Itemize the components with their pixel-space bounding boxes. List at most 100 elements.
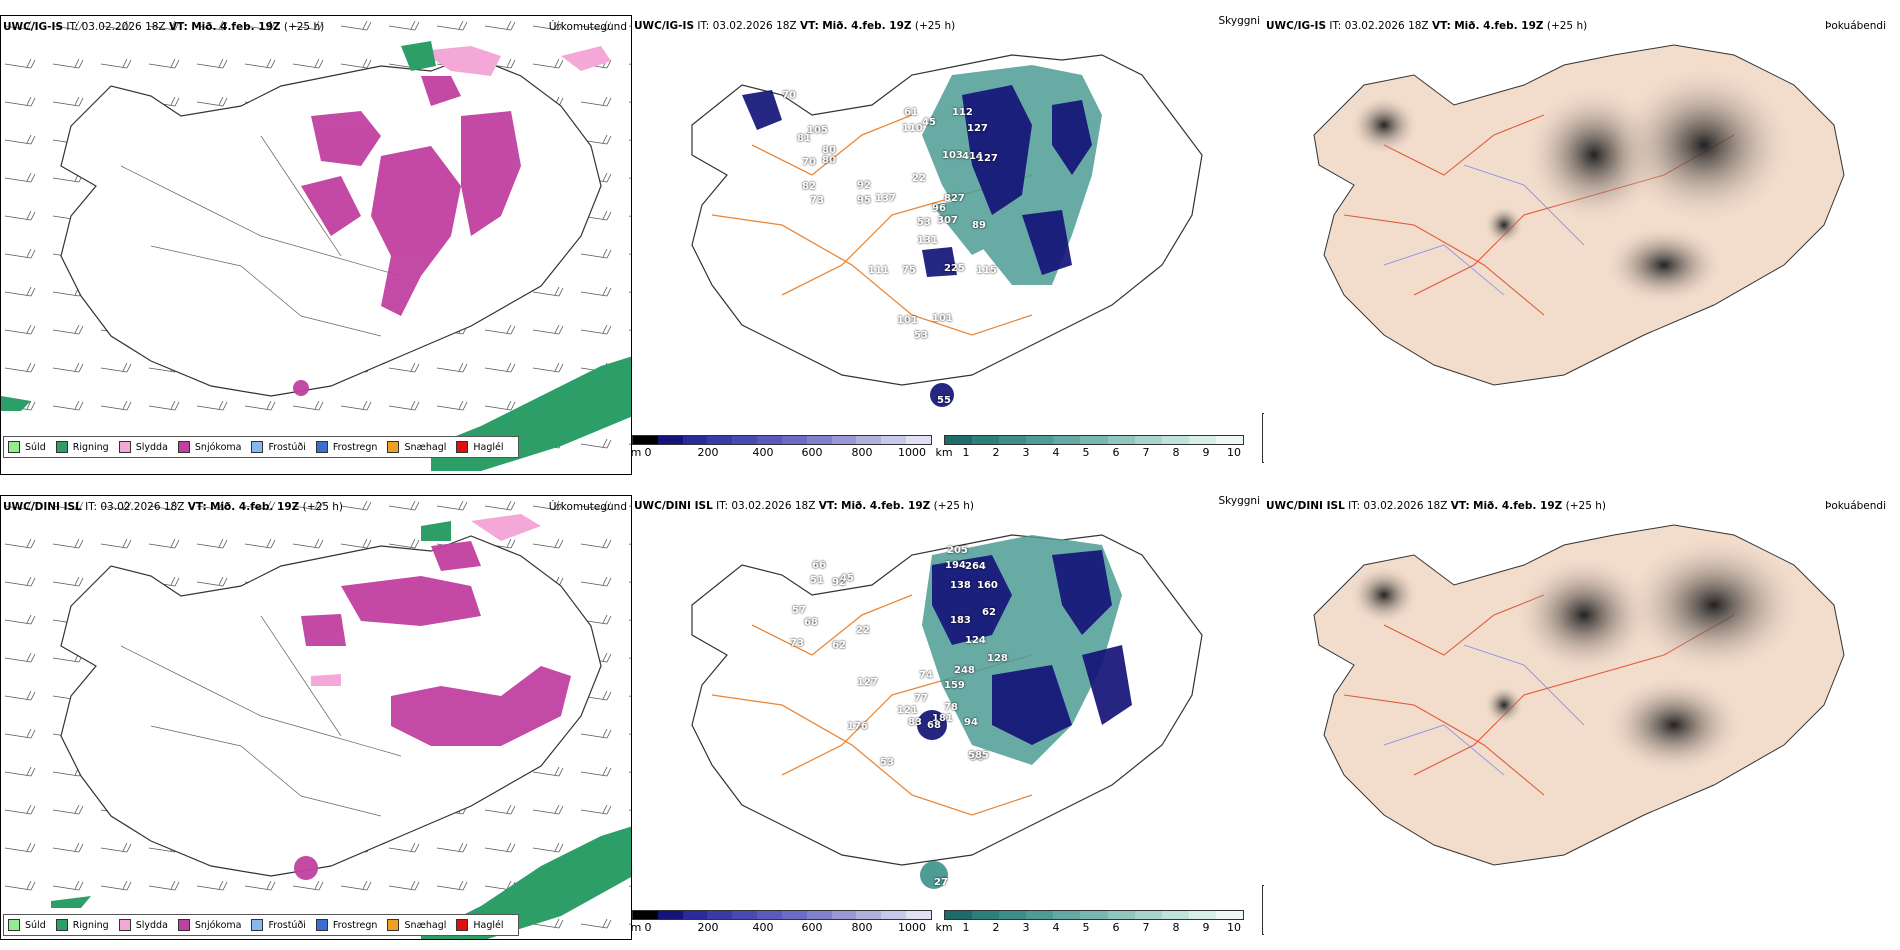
model-name: UWC/DINI ISL	[634, 500, 713, 512]
visibility-marker: 128	[987, 653, 1008, 664]
visibility-marker: 96	[932, 203, 946, 214]
legend-label: Frostregn	[332, 441, 378, 453]
tick: 200	[697, 446, 719, 459]
model-name: UWC/IG-IS	[634, 20, 695, 32]
visibility-colorbar-cells	[944, 435, 1244, 445]
legend-item: Snæhagl	[387, 919, 446, 931]
visibility-marker: 414	[962, 151, 983, 162]
legend-item: Frostregn	[315, 441, 378, 453]
iceland-visibility-map-top	[691, 54, 1203, 407]
visibility-marker: 585	[968, 750, 989, 761]
legend-swatch	[177, 441, 190, 453]
lead-time: (+25 h)	[302, 501, 343, 513]
model-name: UWC/DINI ISL	[1266, 500, 1345, 512]
lead-time: (+25 h)	[914, 20, 956, 32]
iceland-fog-map-top	[1313, 44, 1845, 386]
legend-item: Haglél	[456, 919, 504, 931]
visibility-marker: 62	[832, 640, 846, 651]
tick: 5	[1082, 446, 1090, 459]
precip-legend: Súld Rigning Slydda Snjókoma Frostúði Fr…	[3, 436, 519, 458]
tick: 600	[801, 446, 823, 459]
legend-swatch	[315, 919, 328, 931]
tick: 800	[851, 921, 873, 934]
tick: 6	[1112, 446, 1120, 459]
visibility-marker: 81	[797, 133, 811, 144]
vt-label: VT:	[1450, 500, 1470, 512]
legend-item: Haglél	[456, 441, 504, 453]
header-top-mid: UWC/IG-IS IT: 03.02.2026 18Z VT: Mið. 4.…	[634, 20, 955, 32]
it-label: IT:	[697, 20, 710, 32]
visibility-ticks: km 1 2 3 4 5 6 7 8 9 10	[935, 446, 1244, 460]
visibility-panel-top: UWC/IG-IS IT: 03.02.2026 18Z VT: Mið. 4.…	[632, 15, 1264, 475]
tick: 9	[1202, 921, 1210, 934]
it-label: IT:	[66, 21, 79, 33]
visibility-marker: 22	[856, 625, 870, 636]
visibility-marker: 105	[807, 125, 828, 136]
it-value: 03.02.2026 18Z	[81, 21, 166, 33]
visibility-marker: 70	[802, 157, 816, 168]
it-value: 03.02.2026 18Z	[1344, 20, 1429, 32]
legend-swatch	[251, 919, 264, 931]
legend-item: Snjókoma	[177, 441, 241, 453]
visibility-marker: 27	[934, 877, 948, 888]
height-colorbar: m 0 200 400 600 800 1000	[632, 435, 932, 465]
tick: 8	[1172, 921, 1180, 934]
visibility-colorbar-cells	[944, 910, 1244, 920]
vt-label: VT:	[1431, 20, 1451, 32]
visibility-marker: 110	[902, 123, 923, 134]
tick: 800	[851, 446, 873, 459]
vt-value: Mið. 4.feb. 19Z	[210, 501, 300, 513]
visibility-marker: 121	[897, 705, 918, 716]
visibility-marker: 73	[790, 638, 804, 649]
precip-type-panel-bottom: UWC/DINI ISL IT: 03.02.2026 18Z VT: Mið.…	[0, 495, 632, 940]
vt-value: Mið. 4.feb. 19Z	[841, 500, 931, 512]
visibility-marker: 80	[822, 155, 836, 166]
tick: 7	[1142, 921, 1150, 934]
legend-swatch	[251, 441, 264, 453]
unit-m: m	[632, 921, 642, 934]
legend-label: Rigning	[72, 919, 109, 931]
tick: 200	[697, 921, 719, 934]
tick: 6	[1112, 921, 1120, 934]
visibility-marker: 225	[944, 263, 965, 274]
visibility-colorbar: km 1 2 3 4 5 6 7 8 9 10	[935, 910, 1244, 940]
header-top-left: UWC/IG-IS IT: 03.02.2026 18Z VT: Mið. 4.…	[3, 21, 324, 33]
tick: 3	[1022, 921, 1030, 934]
visibility-marker: 115	[976, 265, 997, 276]
model-name: UWC/IG-IS	[3, 21, 64, 33]
legend-swatch	[456, 441, 469, 453]
legend-item: Súld	[8, 919, 46, 931]
visibility-marker: 96	[970, 752, 984, 763]
it-value: 03.02.2026 18Z	[100, 501, 185, 513]
fog-panel-top: UWC/IG-IS IT: 03.02.2026 18Z VT: Mið. 4.…	[1264, 15, 1896, 475]
visibility-marker: 92	[832, 577, 846, 588]
legend-label: Snæhagl	[404, 919, 447, 931]
vt-value: Mið. 4.feb. 19Z	[191, 21, 281, 33]
header-top-right: UWC/IG-IS IT: 03.02.2026 18Z VT: Mið. 4.…	[1266, 20, 1587, 32]
visibility-marker: 62	[982, 607, 996, 618]
visibility-marker: 61	[904, 107, 918, 118]
legend-item: Frostúði	[251, 919, 306, 931]
tick: 8	[1172, 446, 1180, 459]
tick: 0	[644, 446, 652, 459]
fog-legend-box: 0 60	[1262, 885, 1264, 935]
visibility-marker: 89	[972, 220, 986, 231]
legend-swatch	[118, 441, 131, 453]
legend-item: Rigning	[55, 441, 109, 453]
visibility-marker: 248	[954, 665, 975, 676]
visibility-marker: 53	[917, 217, 931, 228]
height-ticks: m 0 200 400 600 800 1000	[632, 921, 932, 935]
panel-title: Úrkomutegund	[548, 501, 627, 513]
tick: 3	[1022, 446, 1030, 459]
legend-label: Súld	[25, 919, 46, 931]
visibility-marker: 131	[917, 235, 938, 246]
it-value: 03.02.2026 18Z	[712, 20, 797, 32]
tick: 1	[962, 921, 970, 934]
legend-label: Frostúði	[268, 441, 306, 453]
visibility-marker: 92	[857, 180, 871, 191]
visibility-marker: 66	[812, 560, 826, 571]
it-value: 03.02.2026 18Z	[1363, 500, 1448, 512]
legend-item: Snæhagl	[387, 441, 446, 453]
legend-swatch	[118, 919, 131, 931]
fog-legend-box: 0 60	[1262, 413, 1264, 463]
